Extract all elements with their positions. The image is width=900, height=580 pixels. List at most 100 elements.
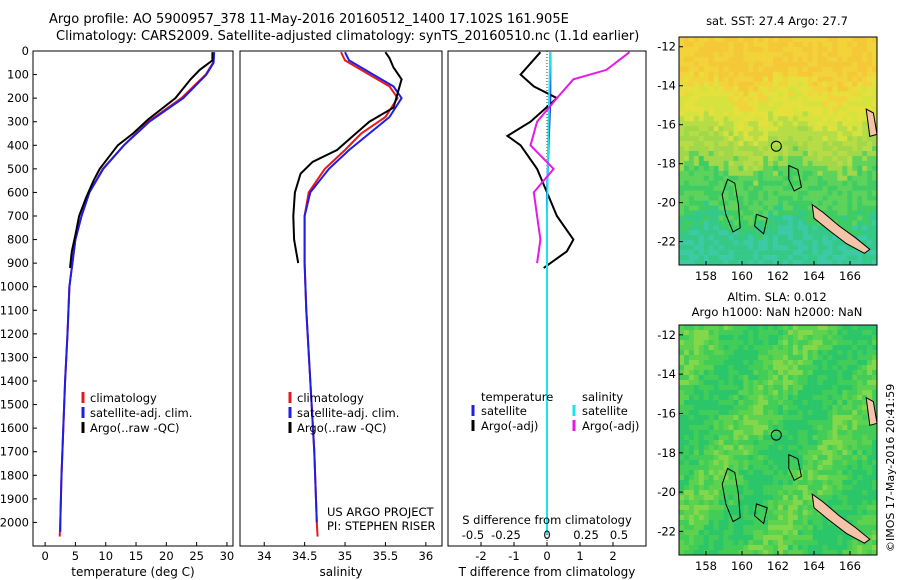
- map-cell: [852, 515, 858, 521]
- map-cell: [698, 37, 705, 43]
- map-cell: [768, 56, 774, 63]
- map-cell: [693, 375, 700, 381]
- map-cell: [842, 345, 848, 351]
- map-cell: [842, 370, 848, 376]
- map-cell: [807, 235, 813, 241]
- map-cell: [802, 415, 808, 421]
- map-cell: [797, 230, 804, 236]
- map-cell: [792, 495, 799, 501]
- map-cell: [773, 126, 779, 132]
- map-cell: [743, 360, 749, 366]
- map-cell: [703, 390, 709, 396]
- map-cell: [787, 205, 794, 211]
- map-cell: [683, 360, 690, 366]
- map-cell: [862, 455, 868, 461]
- map-cell: [778, 86, 784, 92]
- map-cell: [748, 500, 754, 506]
- map-cell: [857, 525, 863, 531]
- map-cell: [778, 250, 784, 256]
- map-cell: [763, 425, 769, 431]
- map-cell: [738, 550, 744, 556]
- map-cell: [728, 195, 734, 201]
- map-cell: [718, 455, 724, 461]
- map-cell: [812, 136, 818, 142]
- map-cell: [822, 360, 828, 366]
- map-cell: [778, 255, 784, 261]
- map-cell: [773, 435, 779, 441]
- map-cell: [768, 61, 774, 68]
- map-cell: [748, 101, 754, 107]
- map-cell: [718, 540, 724, 546]
- map-cell: [753, 390, 759, 396]
- map-cell: [812, 96, 818, 102]
- map-cell: [837, 245, 843, 251]
- map-cell: [748, 131, 754, 137]
- map-cell: [817, 245, 823, 251]
- map-cell: [693, 460, 700, 466]
- map-cell: [792, 230, 799, 236]
- map-cell: [723, 345, 729, 351]
- map-cell: [683, 540, 690, 546]
- map-cell: [698, 180, 705, 186]
- map-cell: [812, 126, 818, 132]
- map-cell: [773, 510, 779, 516]
- map-cell: [837, 141, 843, 147]
- map-cell: [688, 190, 695, 196]
- map-cell: [817, 490, 823, 496]
- map-cell: [862, 470, 868, 476]
- map-cell: [857, 360, 863, 366]
- map-cell: [758, 91, 764, 97]
- map-cell: [723, 56, 729, 63]
- map-cell: [748, 335, 754, 341]
- map-cell: [797, 141, 804, 147]
- map-cell: [807, 480, 813, 486]
- map-cell: [713, 56, 719, 63]
- map-cell: [748, 116, 754, 122]
- map-cell: [713, 240, 719, 246]
- map-cell: [778, 415, 784, 421]
- map-cell: [822, 141, 828, 147]
- map-cell: [862, 370, 868, 376]
- map-cell: [679, 340, 685, 346]
- map-cell: [787, 116, 794, 122]
- map-cell: [758, 430, 764, 436]
- map-cell: [753, 365, 759, 371]
- map-cell: [698, 91, 705, 97]
- map-cell: [738, 520, 744, 526]
- map-cell: [738, 415, 744, 421]
- map-cell: [807, 490, 813, 496]
- map-cell: [782, 505, 789, 511]
- map-cell: [728, 185, 734, 191]
- map-cell: [753, 495, 759, 501]
- map-cell: [768, 86, 774, 92]
- map-cell: [763, 46, 769, 53]
- legend-title: temperature: [481, 390, 553, 404]
- map-cell: [872, 440, 878, 446]
- map-cell: [787, 355, 794, 361]
- map-cell: [763, 200, 769, 206]
- map-cell: [708, 106, 714, 112]
- map-cell: [683, 225, 690, 231]
- map-cell: [713, 490, 719, 496]
- map-cell: [703, 470, 709, 476]
- map-cell: [713, 141, 719, 147]
- map-cell: [817, 425, 823, 431]
- map-cell: [723, 530, 729, 536]
- map-cell: [683, 400, 690, 406]
- map-cell: [753, 205, 759, 211]
- map-cell: [743, 131, 749, 137]
- map-cell: [837, 450, 843, 456]
- map-cell: [703, 525, 709, 531]
- map-cell: [792, 480, 799, 486]
- map-cell: [713, 160, 719, 167]
- figure-title-line2: Climatology: CARS2009. Satellite-adjuste…: [56, 29, 640, 44]
- map-cell: [679, 490, 685, 496]
- map-cell: [679, 330, 685, 336]
- map-cell: [743, 355, 749, 361]
- map-cell: [753, 400, 759, 406]
- map-cell: [822, 260, 828, 266]
- map-cell: [792, 56, 799, 63]
- map-cell: [807, 46, 813, 53]
- map-cell: [817, 185, 823, 191]
- map-cell: [842, 480, 848, 486]
